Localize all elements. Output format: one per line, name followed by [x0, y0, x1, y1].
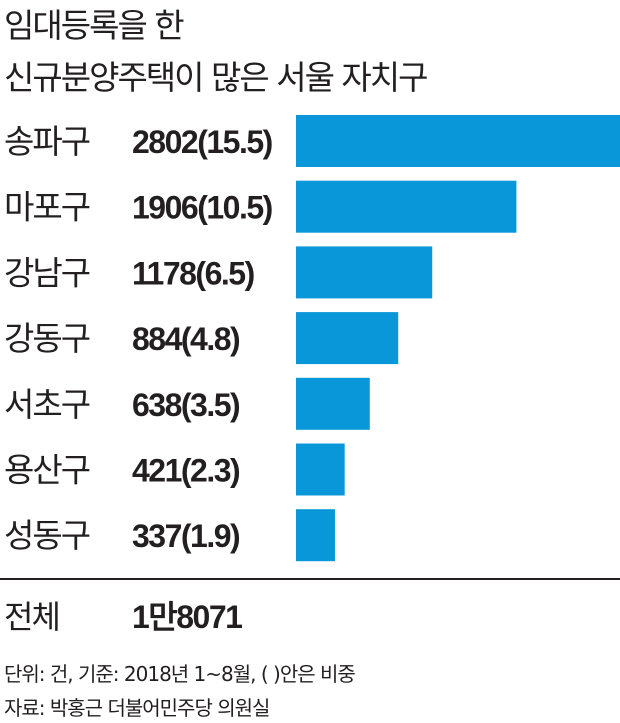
value-label: 337(1.9)	[132, 518, 240, 554]
category-label: 강동구	[4, 319, 90, 358]
chart-title-line2: 신규분양주택이 많은 서울 자치구	[4, 58, 429, 97]
category-label: 송파구	[4, 122, 90, 161]
value-label: 884(4.8)	[132, 321, 240, 357]
category-label: 서초구	[4, 385, 90, 424]
category-label: 마포구	[4, 188, 90, 227]
bar	[296, 180, 517, 233]
bar	[296, 443, 345, 496]
value-label: 1906(10.5)	[132, 190, 273, 226]
unit-note: 단위: 건, 기준: 2018년 1~8월, ( )안은 비중	[4, 662, 356, 686]
value-label: 421(2.3)	[132, 453, 240, 489]
category-label: 강남구	[4, 253, 90, 292]
bar	[296, 509, 335, 562]
total-label: 전체	[4, 598, 61, 636]
value-label: 2802(15.5)	[132, 124, 273, 160]
category-label: 용산구	[4, 451, 90, 490]
chart-title: 임대등록을 한 신규분양주택이 많은 서울 자치구	[4, 0, 429, 104]
category-label: 성동구	[4, 516, 90, 555]
bar	[296, 312, 399, 365]
chart-title-line1: 임대등록을 한	[4, 6, 185, 45]
total-divider	[0, 578, 620, 580]
bar	[296, 115, 620, 167]
bar	[296, 246, 433, 299]
source-note: 자료: 박홍근 더불어민주당 의원실	[4, 696, 270, 720]
value-label: 638(3.5)	[132, 387, 240, 423]
total-value: 1만8071	[132, 599, 243, 635]
bar	[296, 377, 370, 430]
value-label: 1178(6.5)	[132, 255, 255, 291]
bar-chart: 송파구 2802(15.5) 마포구 1906(10.5) 강남구 1178(6.5) 강동…	[4, 115, 620, 562]
